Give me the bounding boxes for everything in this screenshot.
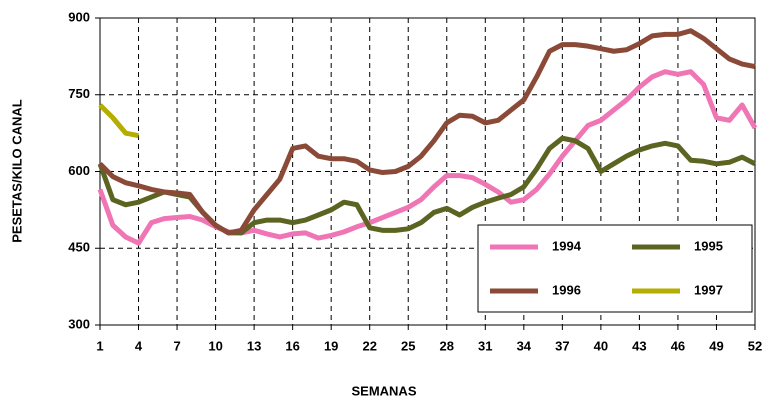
- x-tick-label: 34: [517, 338, 532, 353]
- series-line: [98, 103, 140, 139]
- x-tick-label: 1: [96, 338, 103, 353]
- x-tick-label: 13: [247, 338, 261, 353]
- legend-box: [477, 224, 753, 313]
- x-axis-label: SEMANAS: [351, 383, 416, 398]
- legend-label: 1994: [552, 238, 582, 253]
- x-tick-label: 40: [594, 338, 608, 353]
- x-tick-label: 7: [173, 338, 180, 353]
- y-tick-label: 750: [68, 86, 90, 101]
- y-axis-label: PESETAS/KILO CANAL: [9, 99, 24, 243]
- x-tick-label: 37: [555, 338, 569, 353]
- x-tick-label: 52: [748, 338, 762, 353]
- y-tick-label: 600: [68, 163, 90, 178]
- plot-frame: [99, 17, 756, 326]
- legend-label: 1995: [694, 238, 723, 253]
- y-tick-label: 900: [68, 9, 90, 24]
- y-tick-label: 300: [68, 316, 90, 331]
- x-tick-label: 46: [671, 338, 685, 353]
- x-tick-label: 4: [135, 338, 143, 353]
- series-line: [98, 28, 756, 236]
- y-tick-label: 450: [68, 240, 90, 255]
- legend-label: 1996: [552, 282, 581, 297]
- x-tick-label: 25: [401, 338, 415, 353]
- x-tick-label: 10: [208, 338, 222, 353]
- x-tick-label: 43: [632, 338, 646, 353]
- x-tick-label: 19: [324, 338, 338, 353]
- x-tick-label: 16: [285, 338, 299, 353]
- x-tick-label: 31: [478, 338, 492, 353]
- series-line: [97, 69, 758, 246]
- x-tick-label: 28: [440, 338, 454, 353]
- x-tick-label: 49: [709, 338, 723, 353]
- x-tick-label: 22: [362, 338, 376, 353]
- legend-label: 1997: [694, 282, 723, 297]
